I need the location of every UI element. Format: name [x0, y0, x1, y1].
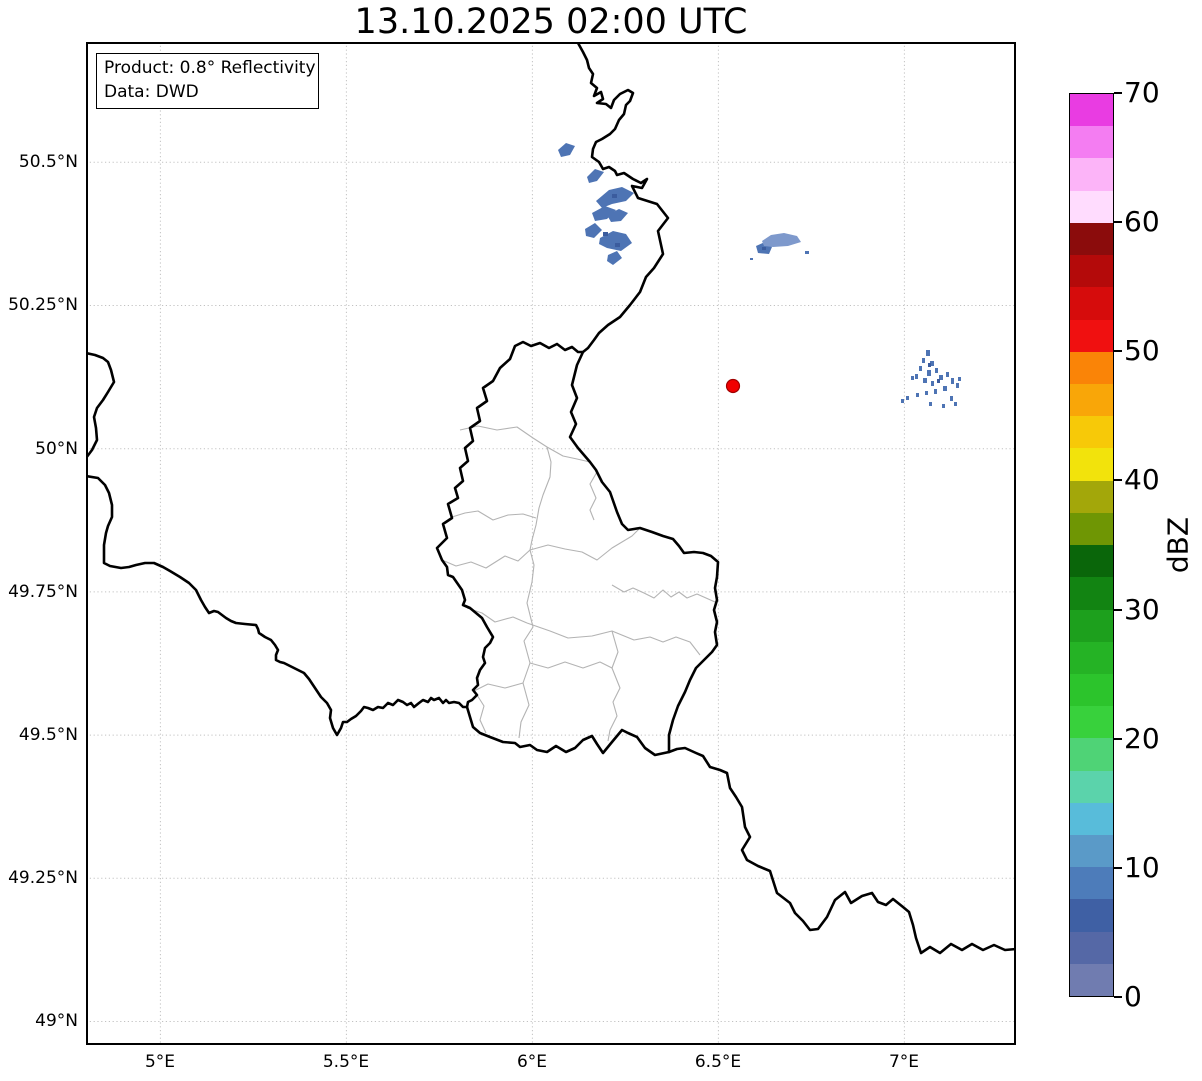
- colorbar-segment: [1070, 545, 1113, 578]
- colorbar-segment: [1070, 255, 1113, 288]
- radar-echo-layer: [558, 143, 961, 408]
- colorbar-segment: [1070, 931, 1113, 964]
- colorbar-segment: [1070, 867, 1113, 900]
- colorbar-segment: [1070, 94, 1113, 127]
- colorbar-segment: [1070, 126, 1113, 159]
- colorbar-segment: [1070, 448, 1113, 481]
- colorbar-segment: [1070, 416, 1113, 449]
- border-belgium-germany: [576, 42, 670, 354]
- colorbar-segment: [1070, 319, 1113, 352]
- border-france-belgium: [86, 351, 469, 737]
- colorbar-segment: [1070, 158, 1113, 191]
- colorbar-segment: [1070, 673, 1113, 707]
- colorbar-segment: [1070, 222, 1113, 256]
- map-canvas: [86, 42, 1016, 1045]
- colorbar-segment: [1070, 835, 1113, 868]
- colorbar-segment: [1070, 383, 1113, 417]
- data-source-label: Data: DWD: [104, 82, 199, 102]
- y-tick-label: 49.5°N: [18, 725, 78, 745]
- y-tick-label: 49°N: [35, 1011, 78, 1031]
- colorbar-segment: [1070, 738, 1113, 771]
- colorbar-tick-label: 70: [1124, 76, 1160, 109]
- border-france-germany: [667, 746, 1016, 955]
- radar-site-marker: [725, 378, 741, 394]
- radar-echo-light: [762, 233, 801, 247]
- plot-frame: [86, 42, 1016, 1045]
- colorbar-tick-label: 20: [1124, 722, 1160, 755]
- colorbar-segment: [1070, 190, 1113, 223]
- y-tick-label: 50.25°N: [8, 295, 78, 315]
- y-tick-label: 49.75°N: [8, 582, 78, 602]
- colorbar-segment: [1070, 802, 1113, 836]
- radar-echo-main: [558, 143, 961, 408]
- colorbar-tick-label: 10: [1124, 851, 1160, 884]
- x-tick-label: 6.5°E: [694, 1052, 742, 1072]
- info-box: Product: 0.8° Reflectivity Data: DWD: [96, 53, 319, 109]
- y-tick-label: 49.25°N: [8, 868, 78, 888]
- colorbar-segment: [1070, 609, 1113, 642]
- x-tick-label: 5°E: [144, 1052, 176, 1072]
- border-luxembourg: [435, 340, 720, 757]
- colorbar-segment: [1070, 351, 1113, 384]
- colorbar-segment: [1070, 480, 1113, 513]
- colorbar-segment: [1070, 512, 1113, 546]
- x-tick-label: 5.5°E: [322, 1052, 370, 1072]
- colorbar-tick-label: 0: [1124, 980, 1142, 1013]
- colorbar-segment: [1070, 770, 1113, 803]
- gridlines: [86, 42, 1016, 1045]
- colorbar-tick-label: 50: [1124, 334, 1160, 367]
- x-tick-label: 7°E: [888, 1052, 920, 1072]
- colorbar-segment: [1070, 641, 1113, 674]
- colorbar: [1069, 93, 1114, 997]
- colorbar-segment: [1070, 963, 1113, 997]
- radar-echo-dark: [603, 194, 940, 383]
- colorbar-segment: [1070, 577, 1113, 610]
- y-tick-label: 50.5°N: [18, 152, 78, 172]
- colorbar-tick-label: 40: [1124, 463, 1160, 496]
- map-svg: [86, 42, 1016, 1045]
- colorbar-gradient: [1070, 94, 1113, 997]
- canton-borders: [441, 425, 716, 742]
- y-tick-label: 50°N: [35, 439, 78, 459]
- colorbar-tick-label: 30: [1124, 593, 1160, 626]
- colorbar-segment: [1070, 287, 1113, 320]
- colorbar-segment: [1070, 706, 1113, 739]
- colorbar-unit-label: dBZ: [1161, 516, 1195, 574]
- colorbar-segment: [1070, 899, 1113, 932]
- colorbar-tick-label: 60: [1124, 205, 1160, 238]
- x-tick-label: 6°E: [516, 1052, 548, 1072]
- country-borders: [86, 42, 1016, 955]
- product-label: Product: 0.8° Reflectivity: [104, 58, 316, 78]
- plot-title: 13.10.2025 02:00 UTC: [354, 2, 748, 42]
